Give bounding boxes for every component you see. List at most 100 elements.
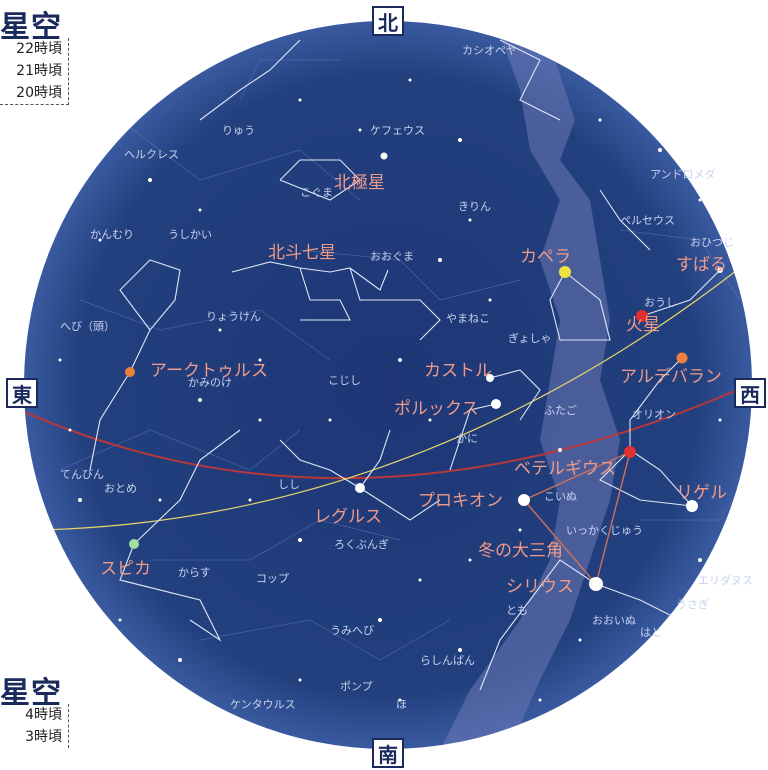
- direction-south: 南: [372, 738, 404, 768]
- label-corona-borealis: かんむり: [90, 228, 134, 241]
- legend-label: 2等星: [700, 667, 740, 685]
- legend-row: 3等星: [682, 688, 740, 712]
- label-cepheus: ケフェウス: [370, 124, 425, 137]
- label-cassiopeia: カシオペヤ: [462, 44, 517, 57]
- dot-icon: [683, 673, 689, 679]
- time-entry: 20時頃: [16, 85, 62, 101]
- label-corvus: からす: [178, 566, 211, 579]
- star-labels: 北極星 北斗七星 カペラ すばる 火星 アルデバラン アークトゥルス カストル …: [100, 173, 727, 597]
- label-capella: カペラ: [520, 247, 571, 267]
- label-pollux: ポルックス: [394, 399, 479, 419]
- top-time-list: 22時頃 21時頃 20時頃: [0, 38, 69, 105]
- legend-row: 2等星: [682, 664, 740, 688]
- label-ursa-major: おおぐま: [370, 250, 414, 263]
- direction-north: 北: [372, 6, 404, 36]
- direction-east: 東: [6, 378, 38, 408]
- time-entry: 4時頃: [25, 707, 62, 723]
- label-orion: オリオン: [632, 408, 676, 421]
- legend-label: 3等星: [700, 691, 740, 709]
- label-crater: コップ: [256, 572, 289, 585]
- bright-stars: [125, 152, 723, 591]
- label-gemini: ふたご: [544, 403, 577, 417]
- aldebaran-star: [676, 352, 688, 364]
- capella-star: [559, 266, 571, 278]
- label-sirius: シリウス: [506, 577, 574, 597]
- label-arcturus: アークトゥルス: [150, 361, 268, 381]
- constellation-labels: カシオペヤ ケフェウス りゅう ヘルクレス こぐま きりん ペルセウス アンドロ…: [60, 44, 753, 711]
- dot-icon: [684, 698, 688, 702]
- dot-icon: [682, 648, 690, 656]
- legend-row: 4等星: [682, 712, 740, 736]
- label-mars: 火星: [626, 315, 660, 335]
- bottom-time-list: 4時頃 3時頃: [0, 704, 69, 748]
- milky-way: [430, 21, 620, 749]
- sirius-star: [589, 577, 603, 591]
- ecliptic: [39, 259, 751, 531]
- label-aries: おひつじ: [690, 236, 734, 249]
- label-polaris: 北極星: [334, 173, 385, 193]
- subaru-star: [717, 267, 723, 273]
- label-vela: ほ: [396, 698, 407, 711]
- label-leo-minor: こじし: [328, 374, 361, 387]
- dot-icon: [684, 722, 687, 726]
- bottom-title: 星空: [0, 676, 62, 711]
- label-eridanus: エリダヌス: [698, 573, 753, 587]
- label-pyxis: らしんばん: [420, 654, 475, 667]
- label-aldebaran: アルデバラン: [620, 366, 722, 387]
- label-rigel: リゲル: [676, 483, 727, 503]
- top-title: 星空: [0, 10, 62, 45]
- label-serpens: へび（頭）: [60, 320, 115, 333]
- magnitude-legend: 1等星 2等星 3等星 4等星: [682, 640, 740, 736]
- spica-star: [129, 539, 139, 549]
- label-centaurus: ケンタウルス: [230, 698, 296, 711]
- boundary-lines: [59, 59, 751, 661]
- label-columba: はと: [640, 626, 662, 639]
- regulus-star: [355, 483, 365, 493]
- polaris-star: [380, 152, 388, 160]
- arcturus-star: [125, 367, 135, 377]
- legend-label: 1等星: [700, 643, 740, 661]
- label-lynx: やまねこ: [446, 312, 490, 325]
- label-coma: かみのけ: [188, 376, 232, 389]
- castor-star: [486, 374, 494, 382]
- label-lepus: うさぎ: [676, 597, 709, 611]
- label-canis-minor: こいぬ: [544, 490, 577, 503]
- label-castor: カストル: [424, 361, 492, 381]
- legend-label: 4等星: [699, 715, 739, 733]
- label-taurus: おうし: [644, 296, 677, 309]
- direction-west: 西: [734, 378, 766, 408]
- label-camelopardalis: きりん: [458, 200, 491, 213]
- label-subaru: すばる: [676, 255, 727, 275]
- label-procyon: プロキオン: [418, 491, 503, 511]
- label-hercules: ヘルクレス: [124, 148, 179, 161]
- label-spica: スピカ: [100, 559, 151, 579]
- label-antlia: ポンプ: [340, 680, 373, 693]
- label-perseus: ペルセウス: [620, 214, 675, 227]
- mars-star: [636, 310, 648, 322]
- pollux-star: [491, 399, 501, 409]
- label-cancer: かに: [456, 432, 478, 445]
- label-betelgeuse: ベテルギウス: [514, 459, 616, 479]
- label-monoceros: いっかくじゅう: [566, 524, 643, 537]
- label-auriga: ぎょしゃ: [508, 331, 551, 345]
- time-entry: 22時頃: [16, 41, 62, 57]
- label-ursa-minor: こぐま: [300, 186, 333, 199]
- celestial-equator: [24, 379, 752, 480]
- label-draco: りゅう: [222, 124, 255, 137]
- label-leo: しし: [278, 478, 300, 491]
- label-canis-major: おおいぬ: [592, 614, 636, 627]
- label-libra: てんびん: [60, 468, 104, 481]
- winter-triangle: [522, 450, 632, 586]
- legend-row: 1等星: [682, 640, 740, 664]
- constellation-lines: [89, 39, 721, 691]
- label-andromeda: アンドロメダ: [650, 167, 716, 181]
- label-canes-venatici: りょうけん: [206, 310, 261, 323]
- betelgeuse-star: [624, 446, 636, 458]
- label-sextans: ろくぶんぎ: [334, 537, 389, 551]
- label-hydra: うみへび: [330, 624, 374, 637]
- label-regulus: レグルス: [314, 507, 382, 527]
- time-entry: 21時頃: [16, 63, 62, 79]
- label-bootes: うしかい: [168, 228, 212, 241]
- label-winter-triangle: 冬の大三角: [478, 541, 563, 561]
